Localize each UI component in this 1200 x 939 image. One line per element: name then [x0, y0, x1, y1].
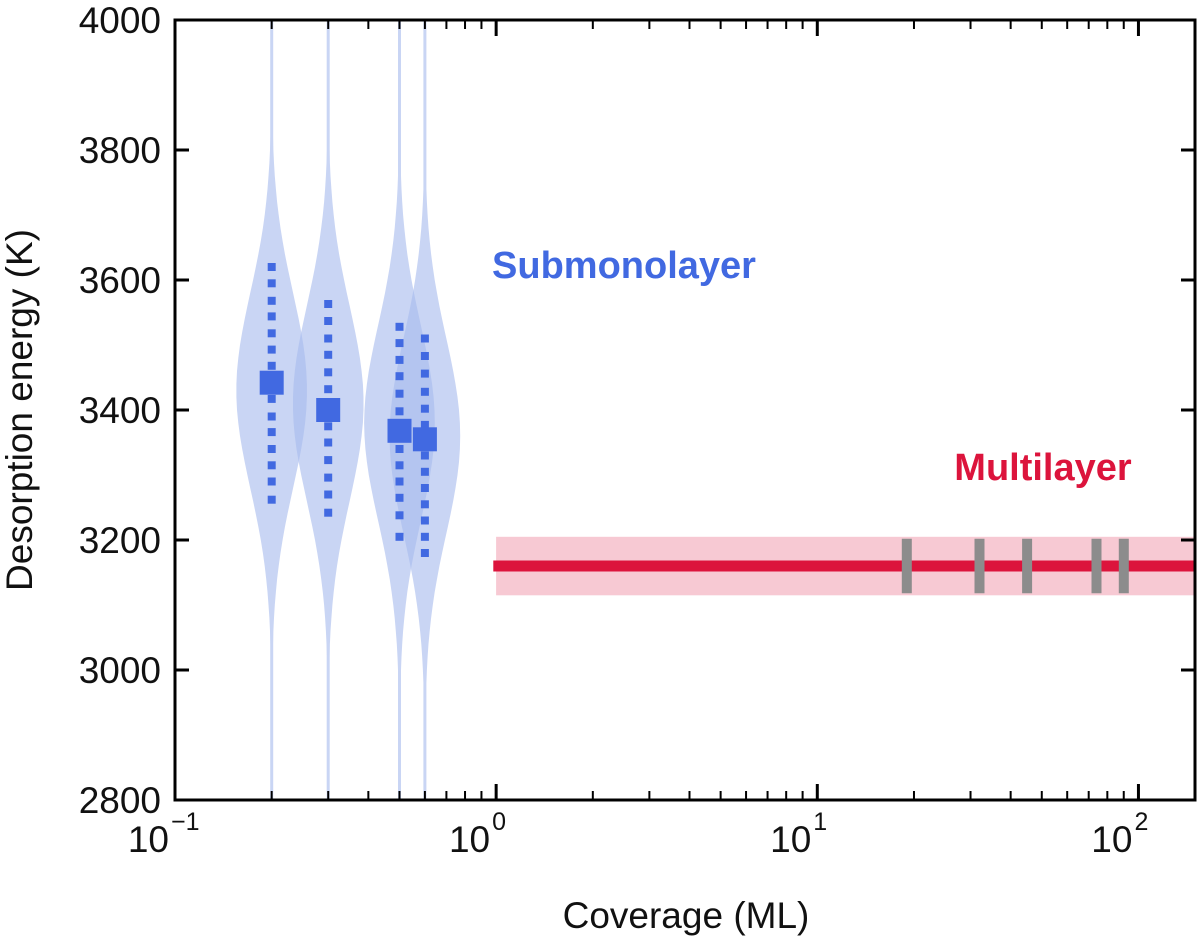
submonolayer-dot	[267, 428, 276, 437]
x-tick-label: 10	[449, 819, 490, 860]
annotation-submonolayer: Submonolayer	[492, 245, 756, 287]
y-tick-label: 4000	[79, 0, 161, 41]
submonolayer-dot	[267, 412, 276, 421]
x-tick-label: 10	[128, 819, 169, 860]
y-tick-label: 3200	[79, 520, 161, 561]
x-tick-label-exponent: 1	[813, 808, 827, 836]
y-tick-label: 3000	[79, 650, 161, 691]
submonolayer-dot	[324, 473, 333, 482]
submonolayer-dot	[395, 445, 404, 453]
x-tick-label: 10	[1091, 819, 1132, 860]
submonolayer-dot	[395, 372, 404, 381]
labels-layer: Desorption energy (K) Coverage (ML) Subm…	[0, 229, 1132, 936]
submonolayer-dot	[395, 389, 404, 398]
submonolayer-dot	[395, 511, 404, 520]
multilayer-band-layer	[493, 536, 1196, 596]
y-tick-label: 3800	[79, 130, 161, 171]
submonolayer-dot	[395, 532, 404, 541]
submonolayer-dot	[395, 322, 404, 331]
submonolayer-dot	[395, 461, 404, 470]
submonolayer-dot	[420, 500, 429, 509]
submonolayer-dot	[420, 467, 429, 476]
submonolayer-dot	[420, 420, 429, 429]
submonolayer-dot	[420, 404, 429, 413]
submonolayer-dot	[267, 461, 276, 470]
submonolayer-mean-marker	[316, 398, 341, 422]
submonolayer-dot	[267, 394, 276, 403]
submonolayer-dot	[420, 334, 429, 343]
submonolayer-dot	[267, 445, 276, 453]
submonolayer-dot	[395, 339, 404, 348]
submonolayer-dot	[324, 456, 333, 465]
submonolayer-dot	[420, 369, 429, 378]
y-tick-label: 3400	[79, 390, 161, 431]
x-tick-label-exponent: −1	[171, 808, 200, 836]
submonolayer-dot	[267, 477, 276, 486]
submonolayer-dot	[420, 532, 429, 541]
submonolayer-dots-layer	[267, 263, 429, 557]
submonolayer-dot	[420, 352, 429, 360]
submonolayer-dot	[267, 312, 276, 321]
x-axis-title: Coverage (ML)	[563, 895, 810, 936]
submonolayer-dot	[324, 422, 333, 431]
submonolayer-dot	[267, 361, 276, 370]
submonolayer-dot	[324, 317, 333, 325]
y-axis-title: Desorption energy (K)	[0, 229, 40, 591]
violin-0	[236, 20, 307, 800]
submonolayer-dot	[395, 477, 404, 486]
submonolayer-dot	[420, 549, 429, 557]
submonolayer-dot	[420, 387, 429, 396]
submonolayer-means-layer	[259, 370, 437, 452]
submonolayer-dot	[324, 350, 333, 359]
submonolayer-dot	[267, 329, 276, 338]
submonolayer-dot	[420, 451, 429, 460]
submonolayer-dot	[395, 355, 404, 364]
submonolayer-dot	[267, 296, 276, 305]
submonolayer-mean-marker	[259, 370, 284, 395]
annotation-multilayer: Multilayer	[954, 447, 1132, 489]
submonolayer-dot	[324, 368, 333, 377]
y-tick-label: 3600	[79, 260, 161, 301]
y-tick-label: 2800	[79, 780, 161, 821]
submonolayer-dot	[324, 300, 333, 308]
submonolayer-dot	[267, 279, 276, 288]
submonolayer-dot	[324, 385, 333, 394]
x-tick-label-exponent: 2	[1134, 808, 1148, 836]
submonolayer-dot	[324, 508, 333, 517]
submonolayer-dot	[395, 493, 404, 502]
submonolayer-dot	[267, 345, 276, 354]
submonolayer-mean-marker	[412, 427, 437, 452]
submonolayer-dot	[420, 516, 429, 525]
x-tick-label: 10	[770, 819, 811, 860]
submonolayer-dot	[420, 484, 429, 492]
submonolayer-dot	[267, 495, 276, 504]
submonolayer-dot	[324, 334, 333, 343]
submonolayer-dot	[324, 490, 333, 499]
x-tick-label-exponent: 0	[492, 808, 506, 836]
submonolayer-dot	[267, 263, 276, 271]
submonolayer-dot	[395, 407, 404, 416]
submonolayer-dot	[324, 438, 333, 447]
submonolayer-mean-marker	[387, 418, 412, 443]
